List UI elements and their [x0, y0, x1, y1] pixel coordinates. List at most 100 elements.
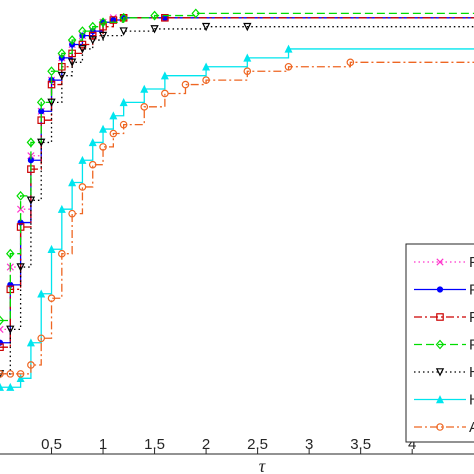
series-4-point	[57, 48, 67, 59]
series-6-point	[202, 62, 211, 71]
legend-entry-2: P	[414, 282, 474, 299]
legend-entry-4: P	[414, 337, 474, 354]
legend-swatch-marker	[436, 423, 444, 431]
legend-label: P	[469, 309, 474, 326]
x-axis-label: τ	[259, 456, 266, 474]
series-7-point	[37, 334, 46, 343]
legend-swatch-marker	[435, 339, 445, 350]
legend-swatch-marker	[435, 395, 445, 404]
series-layer	[0, 8, 474, 391]
x-tick-label: 1	[99, 436, 107, 453]
series-6-point	[26, 338, 35, 347]
series-7-point	[119, 120, 128, 129]
x-tick-labels: 0.5 1 1.5 2 2.5 3 3.5 4	[41, 436, 416, 454]
x-tick-label: 2.5	[247, 436, 268, 453]
legend-swatch-marker	[435, 368, 445, 377]
series-5-point	[47, 98, 56, 107]
series-6-point	[88, 138, 97, 147]
series-5-point	[119, 27, 128, 36]
x-tick-label: 3.5	[350, 436, 371, 453]
series-6-point	[243, 53, 252, 62]
legend-box	[405, 243, 474, 443]
series-7-point	[181, 80, 190, 89]
series-5-point	[243, 22, 252, 32]
legend-entry-5: H	[414, 364, 474, 381]
series-4-point	[0, 315, 5, 326]
series-7-point	[243, 67, 252, 76]
series-7-point	[0, 370, 4, 378]
series-6-point	[99, 124, 108, 133]
legend-label: P	[469, 337, 474, 354]
series-6-point	[109, 111, 118, 120]
series-4-point	[6, 248, 15, 259]
series-4-point	[26, 137, 36, 148]
series-6-point	[78, 155, 87, 164]
series-7-point	[109, 129, 118, 138]
series-3-point	[88, 31, 97, 40]
series-5-point	[98, 31, 108, 41]
series-5-line	[0, 26, 474, 375]
series-6-point	[0, 382, 5, 391]
series-4-point	[98, 17, 108, 28]
series-4-line	[0, 12, 474, 322]
series-7-point	[78, 183, 87, 191]
series-4-point	[36, 97, 46, 108]
series-3-point	[0, 343, 4, 351]
legend-entry-3: P	[414, 309, 474, 326]
series-6-point	[160, 71, 169, 80]
series-4-point	[16, 190, 25, 201]
plot-area	[0, 0, 474, 454]
series-1-point	[16, 205, 25, 213]
series-7-point	[68, 209, 76, 218]
x-tick-label: 2	[202, 436, 210, 453]
series-7-point	[202, 76, 210, 84]
series-5-point	[16, 263, 25, 272]
series-6-point	[140, 84, 149, 93]
series-4-point	[191, 8, 201, 19]
series-4-point	[119, 12, 128, 23]
x-tick-label: 1.5	[144, 436, 165, 453]
series-6-point	[119, 98, 128, 107]
legend-entry-1: P	[414, 254, 474, 271]
series-4-point	[78, 26, 87, 37]
series-6-point	[47, 244, 56, 253]
series-7-point	[284, 62, 293, 71]
series-7	[0, 58, 474, 378]
legend-items: PPPPHHA	[414, 254, 474, 436]
series-7-point	[6, 370, 15, 378]
legend-label: P	[469, 282, 474, 299]
series-6-point	[57, 204, 66, 213]
series-6	[0, 44, 474, 391]
series-7-point	[99, 143, 107, 151]
legend-entry-6: H	[414, 392, 474, 409]
series-7-point	[140, 103, 149, 111]
series-7-point	[161, 89, 169, 98]
series-5-point	[201, 22, 211, 32]
x-tick-label: 4	[408, 436, 416, 453]
series-5-point	[26, 196, 36, 205]
legend-swatch-marker	[436, 286, 444, 293]
series-5-point	[88, 36, 97, 45]
series-7-point	[88, 160, 97, 169]
legend-label: H	[469, 364, 474, 381]
series-5-point	[78, 45, 87, 54]
x-tick-label: 0.5	[41, 436, 62, 453]
series-4-point	[88, 21, 98, 32]
series-5-point	[57, 71, 66, 81]
legend: PPPPHHA	[405, 243, 474, 443]
series-6-point	[284, 44, 293, 53]
series-7-point	[16, 370, 25, 378]
series-4-point	[67, 35, 77, 45]
series-3-point	[161, 14, 169, 22]
series-6-point	[16, 374, 25, 383]
series-7-line	[0, 61, 474, 375]
series-6-point	[37, 289, 46, 298]
series-7-point	[27, 361, 35, 369]
series-6-point	[6, 382, 15, 391]
series-7-point	[346, 58, 355, 67]
series-4-point	[150, 10, 159, 21]
series-7-point	[58, 249, 66, 258]
series-5-point	[67, 58, 77, 67]
series-7-point	[47, 294, 56, 303]
